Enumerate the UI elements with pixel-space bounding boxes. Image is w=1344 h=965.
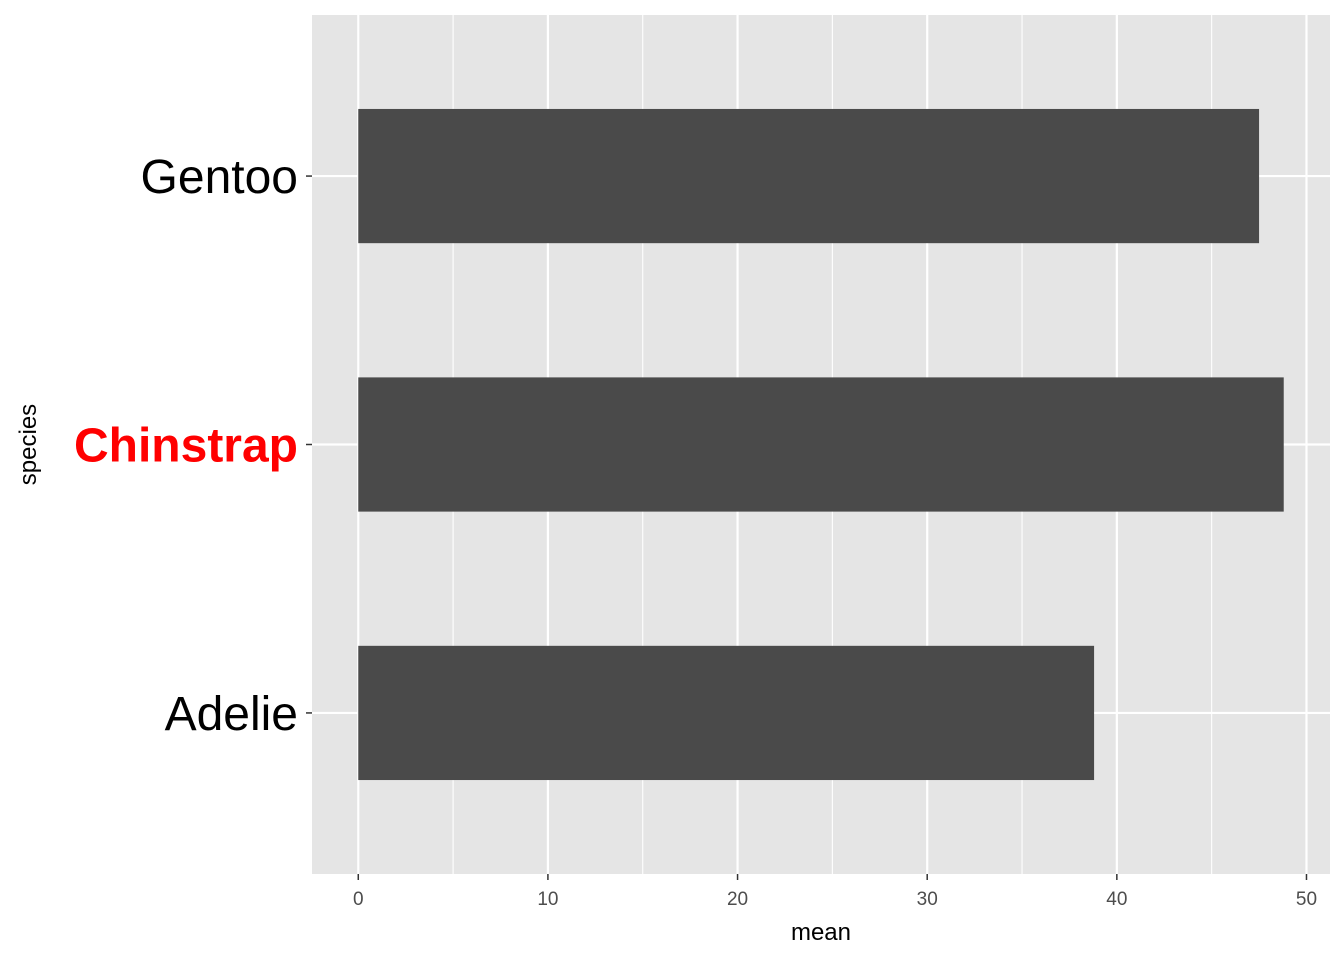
x-tick-label: 50	[1296, 889, 1317, 910]
bars	[358, 108, 1284, 781]
x-tick-label: 0	[353, 889, 364, 910]
x-tick-label: 40	[1106, 889, 1127, 910]
x-tick-label: 10	[537, 889, 558, 910]
x-tick-label: 30	[917, 889, 938, 910]
bar-chinstrap	[358, 377, 1284, 512]
x-tick-label: 20	[727, 889, 748, 910]
y-category-label-gentoo: Gentoo	[141, 151, 298, 204]
bar-adelie	[358, 645, 1095, 781]
x-axis-title: mean	[791, 919, 851, 946]
y-axis-title: species	[15, 404, 42, 485]
y-category-label-adelie: Adelie	[165, 688, 298, 741]
y-category-label-chinstrap: Chinstrap	[74, 420, 298, 473]
axes: 0 10 20 30 40 50 Adelie Chinstrap Gentoo	[74, 151, 1317, 910]
bar-gentoo	[358, 108, 1260, 244]
